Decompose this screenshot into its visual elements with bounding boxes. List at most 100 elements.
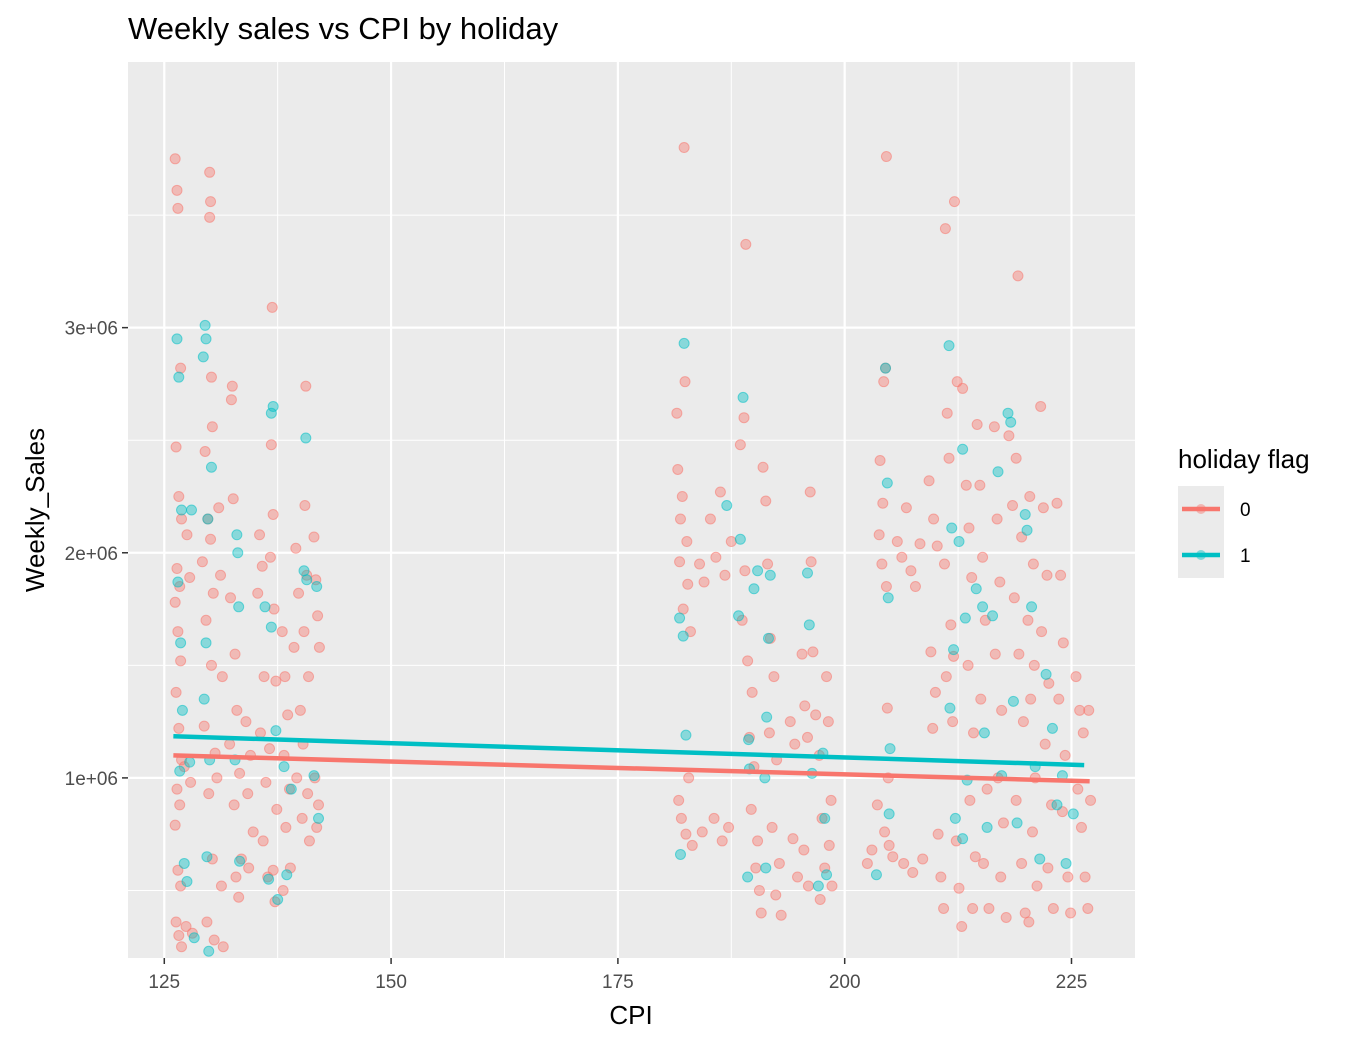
scatter-point-holiday-0 (298, 626, 310, 638)
scatter-point-holiday-0 (240, 716, 252, 728)
scatter-point-holiday-0 (254, 529, 266, 541)
scatter-point-holiday-0 (677, 603, 689, 615)
scatter-point-holiday-0 (311, 821, 323, 833)
scatter-point-holiday-0 (215, 569, 227, 581)
scatter-point-holiday-0 (975, 693, 987, 705)
scatter-point-holiday-1 (674, 848, 686, 860)
scatter-point-holiday-0 (1070, 671, 1082, 683)
scatter-point-holiday-0 (299, 499, 311, 511)
scatter-point-holiday-1 (742, 871, 754, 883)
scatter-point-holiday-0 (947, 716, 959, 728)
scatter-point-holiday-1 (953, 536, 965, 548)
scatter-point-holiday-1 (1011, 817, 1023, 829)
legend-label-0: 0 (1240, 500, 1251, 521)
scatter-point-holiday-0 (804, 486, 816, 498)
scatter-point-holiday-0 (891, 536, 903, 548)
scatter-point-holiday-0 (871, 799, 883, 811)
scatter-point-holiday-0 (171, 184, 183, 196)
scatter-point-holiday-0 (679, 376, 691, 388)
scatter-point-holiday-0 (1059, 749, 1071, 761)
scatter-point-holiday-0 (755, 907, 767, 919)
scatter-point-holiday-0 (1017, 716, 1029, 728)
scatter-point-holiday-1 (270, 725, 282, 737)
scatter-point-holiday-0 (1028, 659, 1040, 671)
scatter-point-holiday-0 (822, 716, 834, 728)
scatter-point-holiday-1 (197, 351, 209, 363)
scatter-point-holiday-0 (971, 418, 983, 430)
scatter-point-holiday-1 (205, 461, 217, 473)
scatter-point-holiday-0 (719, 569, 731, 581)
y-axis-title: Weekly_Sales (20, 428, 50, 592)
scatter-point-holiday-1 (313, 812, 325, 824)
scatter-point-holiday-0 (308, 531, 320, 543)
scatter-point-holiday-0 (173, 722, 185, 734)
scatter-point-holiday-0 (708, 812, 720, 824)
scatter-point-holiday-1 (200, 333, 212, 345)
scatter-point-holiday-0 (215, 880, 227, 892)
scatter-point-holiday-1 (721, 499, 733, 511)
scatter-point-holiday-0 (671, 407, 683, 419)
scatter-point-holiday-1 (677, 630, 689, 642)
scatter-point-holiday-0 (276, 626, 288, 638)
scatter-point-holiday-0 (1065, 907, 1077, 919)
scatter-point-holiday-0 (792, 871, 804, 883)
scatter-point-holiday-0 (762, 558, 774, 570)
scatter-point-holiday-0 (983, 902, 995, 914)
scatter-point-holiday-0 (821, 671, 833, 683)
scatter-point-holiday-1 (748, 583, 760, 595)
axes: 125 150 175 200 225 1e+06 2e+06 3e+06 (65, 319, 1088, 993)
scatter-point-holiday-0 (1023, 916, 1035, 928)
scatter-point-holiday-0 (170, 441, 182, 453)
scatter-point-holiday-0 (171, 563, 183, 575)
scatter-point-holiday-0 (814, 893, 826, 905)
scatter-point-holiday-0 (184, 572, 196, 584)
scatter-point-holiday-1 (281, 869, 293, 881)
scatter-point-holiday-0 (258, 671, 270, 683)
scatter-point-holiday-0 (784, 716, 796, 728)
legend-point-1 (1196, 550, 1206, 560)
scatter-point-holiday-0 (801, 731, 813, 743)
scatter-point-holiday-0 (227, 493, 239, 505)
scatter-point-holiday-0 (1062, 871, 1074, 883)
scatter-point-holiday-0 (673, 794, 685, 806)
scatter-point-holiday-1 (171, 333, 183, 345)
scatter-point-holiday-1 (801, 567, 813, 579)
scatter-point-holiday-0 (676, 490, 688, 502)
scatter-point-holiday-0 (962, 659, 974, 671)
scatter-point-holiday-0 (204, 211, 216, 223)
scatter-point-holiday-1 (267, 400, 279, 412)
scatter-point-holiday-0 (242, 788, 254, 800)
scatter-point-holiday-0 (1082, 902, 1094, 914)
scatter-point-holiday-0 (773, 857, 785, 869)
scatter-point-holiday-0 (1041, 569, 1053, 581)
scatter-point-holiday-0 (207, 587, 219, 599)
scatter-point-holiday-1 (300, 432, 312, 444)
scatter-point-holiday-0 (199, 445, 211, 457)
scatter-point-holiday-0 (216, 671, 228, 683)
scatter-point-holiday-1 (1002, 407, 1014, 419)
scatter-point-holiday-0 (823, 839, 835, 851)
scatter-point-holiday-1 (970, 583, 982, 595)
scatter-point-holiday-0 (672, 463, 684, 475)
scatter-point-holiday-0 (1003, 430, 1015, 442)
scatter-point-holiday-0 (805, 556, 817, 568)
scatter-point-holiday-0 (205, 659, 217, 671)
scatter-point-holiday-0 (279, 671, 291, 683)
x-tick-label: 150 (375, 972, 407, 993)
scatter-point-holiday-0 (264, 551, 276, 563)
scatter-point-holiday-0 (752, 835, 764, 847)
scatter-point-holiday-0 (206, 853, 218, 865)
scatter-point-holiday-0 (939, 223, 951, 235)
scatter-point-holiday-0 (1000, 911, 1012, 923)
scatter-point-holiday-1 (1051, 799, 1063, 811)
scatter-point-holiday-0 (988, 421, 1000, 433)
scatter-point-holiday-1 (186, 504, 198, 516)
scatter-point-holiday-0 (268, 603, 280, 615)
scatter-point-holiday-0 (1042, 862, 1054, 874)
trend-lines (173, 734, 1090, 784)
scatter-point-holiday-0 (233, 891, 245, 903)
scatter-point-holiday-0 (960, 479, 972, 491)
scatter-point-holiday-0 (303, 835, 315, 847)
scatter-point-holiday-0 (170, 686, 182, 698)
scatter-point-holiday-0 (704, 513, 716, 525)
